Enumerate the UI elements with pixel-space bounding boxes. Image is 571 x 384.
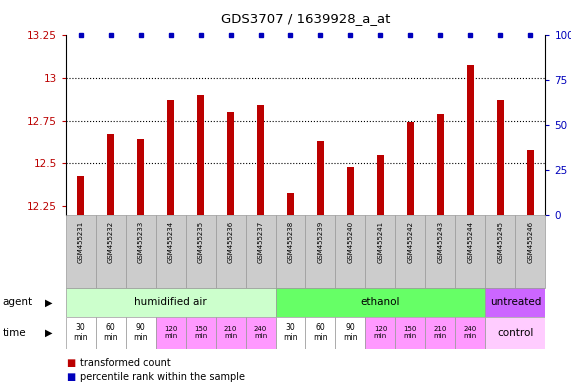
Text: GDS3707 / 1639928_a_at: GDS3707 / 1639928_a_at (221, 12, 390, 25)
Text: ▶: ▶ (45, 297, 53, 308)
Bar (365, 317, 395, 349)
Bar (66, 317, 96, 349)
Bar (395, 215, 425, 288)
Text: 90
min: 90 min (134, 323, 148, 342)
Text: humidified air: humidified air (134, 297, 207, 308)
Text: 60
min: 60 min (103, 323, 118, 342)
Bar (126, 317, 155, 349)
Text: 60
min: 60 min (313, 323, 328, 342)
Text: GSM455235: GSM455235 (198, 221, 204, 263)
Text: ▶: ▶ (45, 328, 53, 338)
Text: control: control (497, 328, 533, 338)
Bar (365, 215, 395, 288)
Bar (305, 317, 335, 349)
Bar (335, 215, 365, 288)
Bar (227, 112, 234, 215)
Bar (66, 288, 275, 317)
Bar (137, 139, 144, 215)
Bar (425, 317, 455, 349)
Bar (347, 167, 354, 215)
Text: ethanol: ethanol (361, 297, 400, 308)
Bar (497, 100, 504, 215)
Bar (275, 317, 305, 349)
Bar (485, 288, 545, 317)
Bar (215, 317, 246, 349)
Bar (455, 215, 485, 288)
Bar (317, 141, 324, 215)
Text: 120
min: 120 min (164, 326, 177, 339)
Bar (305, 215, 335, 288)
Text: transformed count: transformed count (80, 358, 171, 368)
Text: 150
min: 150 min (194, 326, 207, 339)
Bar (395, 317, 425, 349)
Text: 90
min: 90 min (343, 323, 357, 342)
Bar (287, 193, 294, 215)
Bar (275, 288, 485, 317)
Bar (485, 215, 515, 288)
Text: ■: ■ (66, 372, 75, 382)
Text: GSM455245: GSM455245 (497, 221, 504, 263)
Text: GSM455242: GSM455242 (407, 221, 413, 263)
Text: 30
min: 30 min (283, 323, 297, 342)
Text: 210
min: 210 min (224, 326, 237, 339)
Bar (66, 215, 96, 288)
Text: GSM455241: GSM455241 (377, 221, 384, 263)
Bar (96, 215, 126, 288)
Bar (437, 114, 444, 215)
Bar (515, 215, 545, 288)
Bar (377, 155, 384, 215)
Text: GSM455232: GSM455232 (107, 221, 114, 263)
Bar (485, 317, 545, 349)
Text: GSM455234: GSM455234 (167, 221, 174, 263)
Text: GSM455236: GSM455236 (227, 221, 234, 263)
Bar (215, 215, 246, 288)
Bar (77, 175, 85, 215)
Bar (186, 317, 215, 349)
Bar (197, 95, 204, 215)
Bar (186, 215, 215, 288)
Bar (526, 150, 534, 215)
Text: 240
min: 240 min (464, 326, 477, 339)
Bar (407, 122, 414, 215)
Bar (455, 317, 485, 349)
Bar (275, 215, 305, 288)
Bar (155, 317, 186, 349)
Text: 240
min: 240 min (254, 326, 267, 339)
Text: 210
min: 210 min (434, 326, 447, 339)
Text: GSM455231: GSM455231 (78, 221, 84, 263)
Bar (425, 215, 455, 288)
Text: agent: agent (3, 297, 33, 308)
Text: 150
min: 150 min (404, 326, 417, 339)
Bar (246, 215, 275, 288)
Bar (107, 134, 114, 215)
Bar (155, 215, 186, 288)
Text: time: time (3, 328, 26, 338)
Bar (246, 317, 275, 349)
Text: GSM455239: GSM455239 (317, 221, 324, 263)
Bar (96, 317, 126, 349)
Bar (167, 100, 174, 215)
Text: GSM455237: GSM455237 (258, 221, 264, 263)
Text: GSM455243: GSM455243 (437, 221, 444, 263)
Text: ■: ■ (66, 358, 75, 368)
Text: percentile rank within the sample: percentile rank within the sample (80, 372, 245, 382)
Text: untreated: untreated (490, 297, 541, 308)
Text: GSM455233: GSM455233 (138, 221, 144, 263)
Bar (467, 66, 474, 215)
Text: 120
min: 120 min (374, 326, 387, 339)
Bar (126, 215, 155, 288)
Text: GSM455240: GSM455240 (347, 221, 353, 263)
Text: 30
min: 30 min (74, 323, 88, 342)
Bar (257, 105, 264, 215)
Text: GSM455244: GSM455244 (467, 221, 473, 263)
Text: GSM455246: GSM455246 (527, 221, 533, 263)
Bar (335, 317, 365, 349)
Text: GSM455238: GSM455238 (287, 221, 293, 263)
